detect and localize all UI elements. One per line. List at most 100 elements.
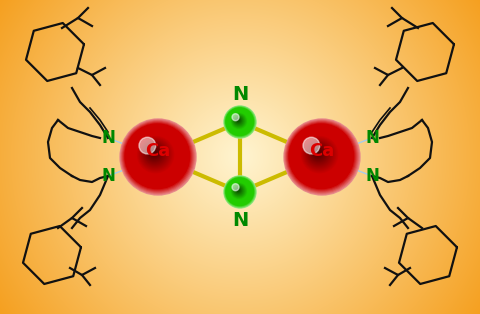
Circle shape <box>288 123 355 190</box>
Circle shape <box>128 127 186 186</box>
Circle shape <box>285 120 359 194</box>
Circle shape <box>135 134 177 176</box>
Circle shape <box>295 130 346 181</box>
Circle shape <box>149 148 159 158</box>
Circle shape <box>236 188 241 193</box>
Circle shape <box>301 137 337 173</box>
Circle shape <box>232 114 245 127</box>
Circle shape <box>224 176 256 208</box>
Circle shape <box>237 119 240 122</box>
Circle shape <box>125 124 190 189</box>
Circle shape <box>233 185 244 196</box>
Circle shape <box>225 107 255 137</box>
Circle shape <box>143 142 167 166</box>
Circle shape <box>293 128 348 183</box>
Circle shape <box>288 122 356 191</box>
Circle shape <box>229 111 249 131</box>
Circle shape <box>235 187 241 194</box>
Circle shape <box>228 110 251 133</box>
Circle shape <box>303 138 336 171</box>
Circle shape <box>152 151 156 154</box>
Circle shape <box>305 140 334 168</box>
Circle shape <box>233 116 244 126</box>
Circle shape <box>235 116 242 125</box>
Circle shape <box>226 178 254 206</box>
Circle shape <box>153 152 155 154</box>
Circle shape <box>144 143 166 165</box>
Circle shape <box>235 187 242 195</box>
Circle shape <box>228 180 251 203</box>
Circle shape <box>139 137 156 154</box>
Circle shape <box>227 109 252 134</box>
Circle shape <box>226 107 254 136</box>
Circle shape <box>148 148 160 159</box>
Text: N: N <box>232 84 248 104</box>
Circle shape <box>231 113 247 129</box>
Circle shape <box>236 118 241 123</box>
Circle shape <box>300 136 339 174</box>
Circle shape <box>151 150 156 156</box>
Text: Ca: Ca <box>145 142 170 160</box>
Circle shape <box>289 124 354 189</box>
Circle shape <box>226 177 254 206</box>
Circle shape <box>232 114 239 121</box>
Circle shape <box>123 122 192 191</box>
Circle shape <box>307 143 330 165</box>
Circle shape <box>225 177 255 207</box>
Circle shape <box>146 145 163 162</box>
Circle shape <box>232 114 246 128</box>
Circle shape <box>225 107 255 137</box>
Circle shape <box>310 145 327 162</box>
Circle shape <box>238 119 239 121</box>
Circle shape <box>229 181 249 201</box>
Circle shape <box>314 149 322 157</box>
Circle shape <box>230 182 248 200</box>
Circle shape <box>129 128 184 183</box>
Circle shape <box>284 119 360 195</box>
Circle shape <box>296 131 345 180</box>
Circle shape <box>291 126 351 187</box>
Circle shape <box>225 177 255 207</box>
Circle shape <box>287 122 357 192</box>
Circle shape <box>235 117 241 124</box>
Circle shape <box>236 188 240 192</box>
Circle shape <box>315 150 321 156</box>
Text: N: N <box>365 167 379 185</box>
Circle shape <box>224 176 255 208</box>
Circle shape <box>231 183 247 198</box>
Circle shape <box>292 127 349 184</box>
Circle shape <box>303 137 320 154</box>
Circle shape <box>140 139 170 170</box>
Circle shape <box>316 151 320 154</box>
Circle shape <box>313 148 323 158</box>
Circle shape <box>142 141 168 167</box>
Circle shape <box>147 147 161 160</box>
Circle shape <box>224 106 256 138</box>
Circle shape <box>290 125 352 187</box>
Circle shape <box>134 133 178 177</box>
Circle shape <box>132 132 180 179</box>
Circle shape <box>227 179 252 204</box>
Circle shape <box>130 129 183 182</box>
Circle shape <box>235 117 242 124</box>
Circle shape <box>232 184 245 197</box>
Circle shape <box>307 142 331 166</box>
Circle shape <box>298 133 343 178</box>
Circle shape <box>234 116 243 125</box>
Circle shape <box>147 146 162 161</box>
Circle shape <box>227 178 253 205</box>
Circle shape <box>132 131 181 180</box>
Text: N: N <box>232 210 248 230</box>
Circle shape <box>297 132 344 179</box>
Circle shape <box>144 143 165 164</box>
Circle shape <box>231 113 248 129</box>
Circle shape <box>128 127 185 184</box>
Circle shape <box>141 140 169 168</box>
Circle shape <box>150 149 158 157</box>
Circle shape <box>228 181 250 202</box>
Circle shape <box>124 123 191 190</box>
Circle shape <box>226 108 254 136</box>
Circle shape <box>121 121 194 193</box>
Circle shape <box>228 111 250 132</box>
Circle shape <box>236 118 241 123</box>
